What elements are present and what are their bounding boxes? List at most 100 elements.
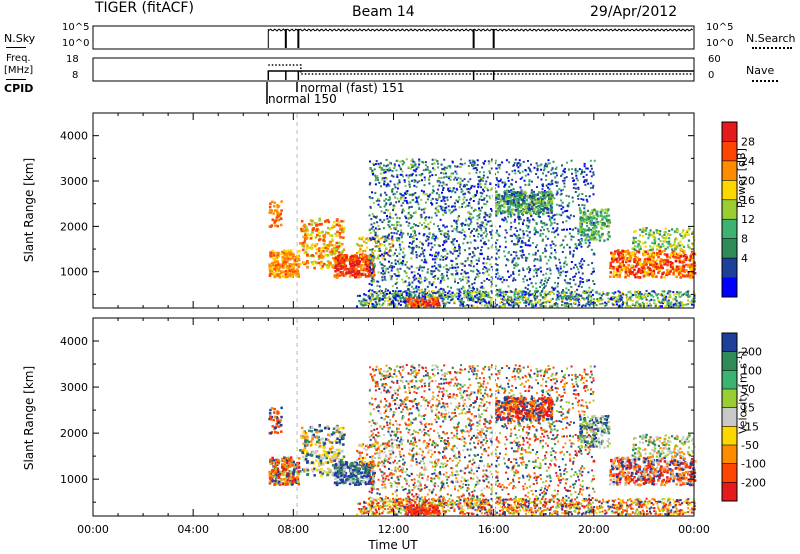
power-cell <box>503 202 507 205</box>
power-cell <box>472 297 475 300</box>
power-cell <box>639 304 642 307</box>
power-cell <box>402 259 405 262</box>
power-cell <box>517 212 520 215</box>
power-cell <box>580 239 584 242</box>
power-cell <box>326 247 330 251</box>
power-cell <box>486 214 489 217</box>
power-cell <box>518 203 522 207</box>
power-cell <box>414 192 417 194</box>
power-cell <box>482 171 485 174</box>
power-cell <box>501 161 504 164</box>
power-cell <box>436 237 439 240</box>
power-cell <box>542 301 545 304</box>
power-cell <box>395 248 397 251</box>
power-cell <box>652 299 655 302</box>
power-cell <box>505 231 508 234</box>
power-cell <box>474 239 477 242</box>
power-cell <box>512 305 515 308</box>
power-cell <box>367 239 370 242</box>
power-cell <box>564 256 567 259</box>
power-cell <box>506 189 509 192</box>
power-cell <box>415 256 418 259</box>
power-cell <box>552 160 555 163</box>
power-cell <box>406 201 409 204</box>
power-cell <box>561 291 564 294</box>
power-cell <box>519 186 522 189</box>
power-cell <box>646 302 648 305</box>
power-cell <box>507 195 510 198</box>
power-cell <box>421 294 424 297</box>
power-cell <box>384 203 387 206</box>
power-cell <box>560 208 563 211</box>
power-cell <box>407 224 410 227</box>
power-cell <box>271 268 274 271</box>
power-cell <box>490 298 493 301</box>
power-cell <box>537 201 540 204</box>
power-cell <box>314 261 318 264</box>
power-cell <box>498 193 501 197</box>
power-cell <box>430 272 433 275</box>
power-cell <box>271 218 274 221</box>
power-cell <box>275 264 278 268</box>
power-cell <box>518 222 520 225</box>
power-cell <box>524 304 527 307</box>
power-cell <box>534 297 537 300</box>
power-cell <box>480 229 483 232</box>
power-cell <box>340 267 343 270</box>
power-cell <box>515 254 518 257</box>
power-cell <box>542 288 545 290</box>
power-cell <box>374 231 377 234</box>
power-cell <box>513 257 516 260</box>
power-cell <box>379 206 382 208</box>
power-cell <box>527 266 530 269</box>
power-cell <box>556 192 559 195</box>
power-cell <box>377 203 380 206</box>
power-cell <box>530 303 533 306</box>
power-cell <box>489 225 492 228</box>
power-cell <box>464 235 467 238</box>
power-cell <box>455 228 458 231</box>
power-cell <box>368 295 371 298</box>
power-cell <box>530 191 534 194</box>
power-cell <box>479 191 482 194</box>
power-cell <box>496 229 498 232</box>
power-cell <box>503 298 506 301</box>
power-cell <box>367 290 370 293</box>
power-cell <box>453 300 456 303</box>
power-cell <box>512 273 515 275</box>
power-cell <box>341 230 344 234</box>
power-cell <box>375 200 378 202</box>
power-cell <box>575 177 578 180</box>
power-cell <box>550 169 553 172</box>
power-cell <box>528 231 531 233</box>
power-cell <box>504 190 507 193</box>
power-cell <box>319 254 323 258</box>
power-cell <box>431 191 434 194</box>
power-cell <box>434 292 437 295</box>
power-cell <box>442 181 445 184</box>
power-cell <box>377 198 380 201</box>
power-cell <box>593 208 596 212</box>
power-cell <box>340 228 343 231</box>
power-cell <box>276 211 280 215</box>
power-cell <box>412 236 414 239</box>
power-cell <box>307 233 310 237</box>
power-cell <box>336 266 340 269</box>
power-cell <box>587 264 590 266</box>
power-cell <box>496 269 499 272</box>
power-cell <box>268 268 272 272</box>
power-cell <box>371 277 374 280</box>
power-cell <box>464 185 466 188</box>
power-cell <box>412 193 415 196</box>
power-cell <box>504 246 507 249</box>
power-cell <box>551 286 554 289</box>
power-cell <box>551 216 554 219</box>
power-cell <box>440 292 443 295</box>
power-cell <box>490 209 493 212</box>
power-cell <box>472 163 474 166</box>
power-cell <box>479 286 482 289</box>
power-cell <box>559 199 562 202</box>
power-cell <box>631 272 634 276</box>
power-cell <box>569 278 572 281</box>
power-cell <box>557 269 560 272</box>
